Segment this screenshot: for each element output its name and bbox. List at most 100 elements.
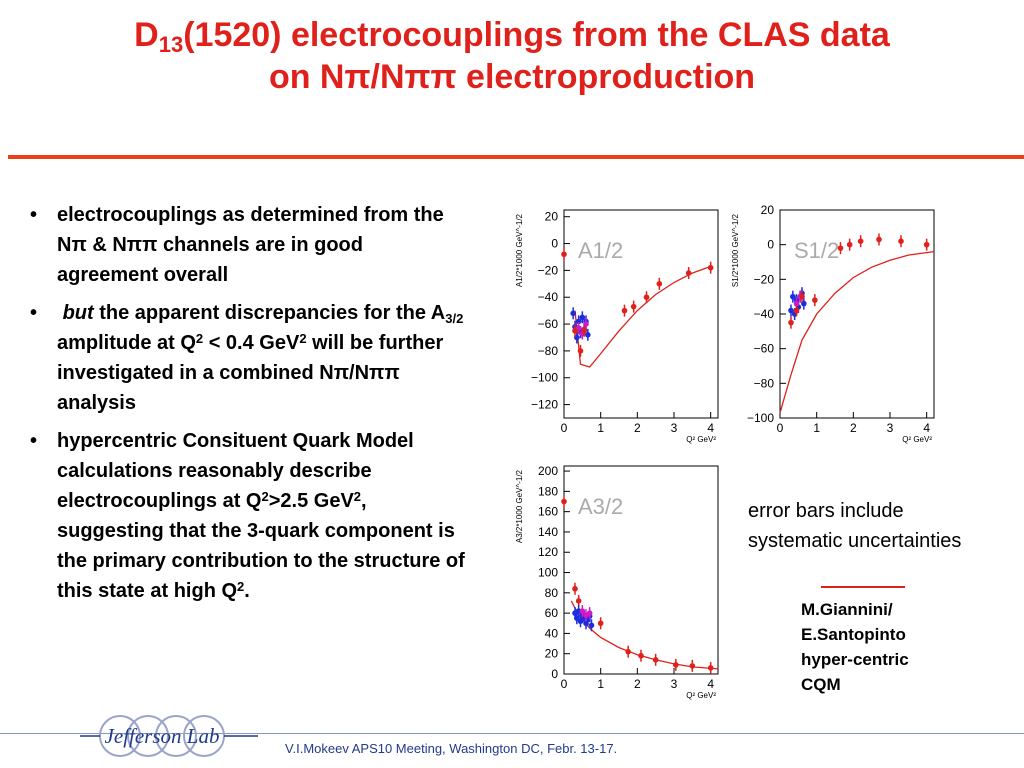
data-point: [857, 238, 864, 244]
data-point: [799, 293, 805, 300]
legend-line-2: E.Santopinto: [801, 625, 906, 644]
bullet-text: .: [244, 580, 250, 602]
y-tick-label: 180: [538, 484, 558, 498]
bullet-text: >2.5 GeV: [268, 490, 354, 512]
x-tick-label: 2: [850, 421, 857, 435]
y-tick-label: −20: [538, 263, 559, 277]
legend-line-3: hyper-centric: [801, 650, 909, 669]
y-tick-label: 20: [761, 203, 775, 217]
plot-a12: 20 0 −20 −40 −60 −80 −100 −120 0 1 2 3 4 Q² GeV² A1/2*…: [508, 200, 730, 455]
x-tick-label: 3: [671, 421, 678, 435]
footer-text: V.I.Mokeev APS10 Meeting, Washington DC,…: [285, 741, 618, 756]
data-point: [638, 652, 644, 659]
bullet-subscript: 3/2: [445, 311, 464, 326]
data-point: [585, 332, 591, 338]
svg-text:Jefferson Lab: Jefferson Lab: [105, 724, 220, 748]
y-tick-label: −40: [538, 290, 559, 304]
legend-line-1: M.Giannini/: [801, 600, 893, 619]
y-tick-label: −60: [538, 317, 559, 331]
y-tick-label: −80: [538, 344, 559, 358]
y-tick-label: −40: [754, 307, 775, 321]
plot-frame: [563, 209, 719, 419]
x-tick-label: 0: [561, 421, 568, 435]
x-tick-label: 0: [777, 421, 784, 435]
x-tick-label: 4: [707, 677, 714, 691]
data-point: [846, 241, 853, 248]
bullet-superscript: 2: [299, 331, 307, 346]
y-axis-label: A3/2*1000 GeV^-1/2: [515, 469, 524, 543]
bullet-item: • electrocouplings as determined from the…: [28, 200, 468, 290]
bullet-list: • electrocouplings as determined from the…: [28, 200, 468, 614]
plot-frame: [563, 465, 719, 675]
data-point: [575, 318, 582, 325]
data-point: [652, 656, 659, 663]
panel-label: A1/2: [578, 238, 623, 263]
data-point: [837, 245, 844, 251]
plot-a32: 200 180 160 140 120 100 80 60 40 20 0 0 1 2 3 4 Q² GeV² A…: [508, 456, 730, 711]
data-point: [561, 498, 567, 505]
y-tick-label: 0: [551, 237, 558, 251]
data-point: [788, 307, 794, 314]
note-line-1: error bars include: [748, 500, 904, 522]
data-point: [581, 327, 587, 334]
x-tick-label: 3: [887, 421, 894, 435]
data-point: [673, 662, 679, 668]
y-tick-label: 20: [545, 647, 559, 661]
plot-s12: 20 0 −20 −40 −60 −80 −100 0 1 2 3 4 Q² GeV² S1/2*1000…: [724, 200, 946, 455]
error-bar-note: error bars include systematic uncertaint…: [748, 496, 961, 556]
y-tick-label: −100: [747, 411, 774, 425]
y-tick-label: 0: [551, 667, 558, 681]
data-point: [643, 294, 650, 301]
bullet-dot-icon: •: [30, 302, 38, 324]
bullet-text: < 0.4 GeV: [203, 332, 300, 354]
x-tick-label: 4: [923, 421, 930, 435]
y-tick-label: −100: [531, 371, 558, 385]
y-tick-label: −80: [754, 376, 775, 390]
data-point: [812, 297, 818, 303]
footer-divider: [0, 733, 1024, 734]
data-point: [898, 238, 904, 244]
data-point: [707, 665, 714, 671]
bullet-item: • hypercentric Consituent Quark Model cal…: [28, 426, 468, 606]
data-point: [793, 300, 800, 307]
bullet-superscript: 2: [237, 579, 245, 594]
title-divider: [8, 155, 1024, 159]
cqm-legend: M.Giannini/ E.Santopinto hyper-centric C…: [801, 597, 909, 697]
x-tick-label: 1: [597, 421, 604, 435]
x-tick-label: 4: [707, 421, 714, 435]
data-point: [689, 663, 696, 669]
data-point: [597, 620, 604, 627]
data-point: [707, 264, 714, 271]
data-point: [572, 327, 578, 334]
data-point: [586, 610, 593, 616]
data-point: [575, 598, 582, 604]
cqm-curve: [779, 250, 935, 413]
y-tick-label: 140: [538, 525, 558, 539]
y-tick-label: −60: [754, 342, 775, 356]
y-tick-label: 80: [545, 586, 559, 600]
x-axis-label: Q² GeV²: [902, 435, 932, 444]
data-point: [625, 648, 631, 655]
data-point: [579, 314, 586, 321]
x-axis-label: Q² GeV²: [686, 691, 716, 700]
y-tick-label: 20: [545, 210, 559, 224]
bullet-text: , suggesting that the 3-quark component …: [57, 490, 465, 602]
title-line-2: on Nπ/Nππ electroproduction: [268, 58, 756, 96]
bullet-dot-icon: •: [30, 430, 38, 452]
x-tick-label: 0: [561, 677, 568, 691]
bullet-superscript: 2: [195, 331, 204, 346]
data-point: [876, 236, 882, 243]
data-point: [588, 622, 595, 629]
x-tick-label: 1: [597, 677, 604, 691]
y-tick-label: 0: [767, 238, 774, 252]
data-point: [630, 303, 637, 310]
x-tick-label: 3: [671, 677, 678, 691]
data-point: [793, 307, 800, 314]
title-line-1: D13(1520) electrocouplings from the CLAS…: [0, 14, 1024, 56]
bullet-dot-icon: •: [30, 204, 38, 226]
data-point: [572, 585, 578, 592]
y-tick-label: 120: [538, 545, 558, 559]
data-point: [577, 348, 584, 354]
data-point: [621, 307, 628, 314]
